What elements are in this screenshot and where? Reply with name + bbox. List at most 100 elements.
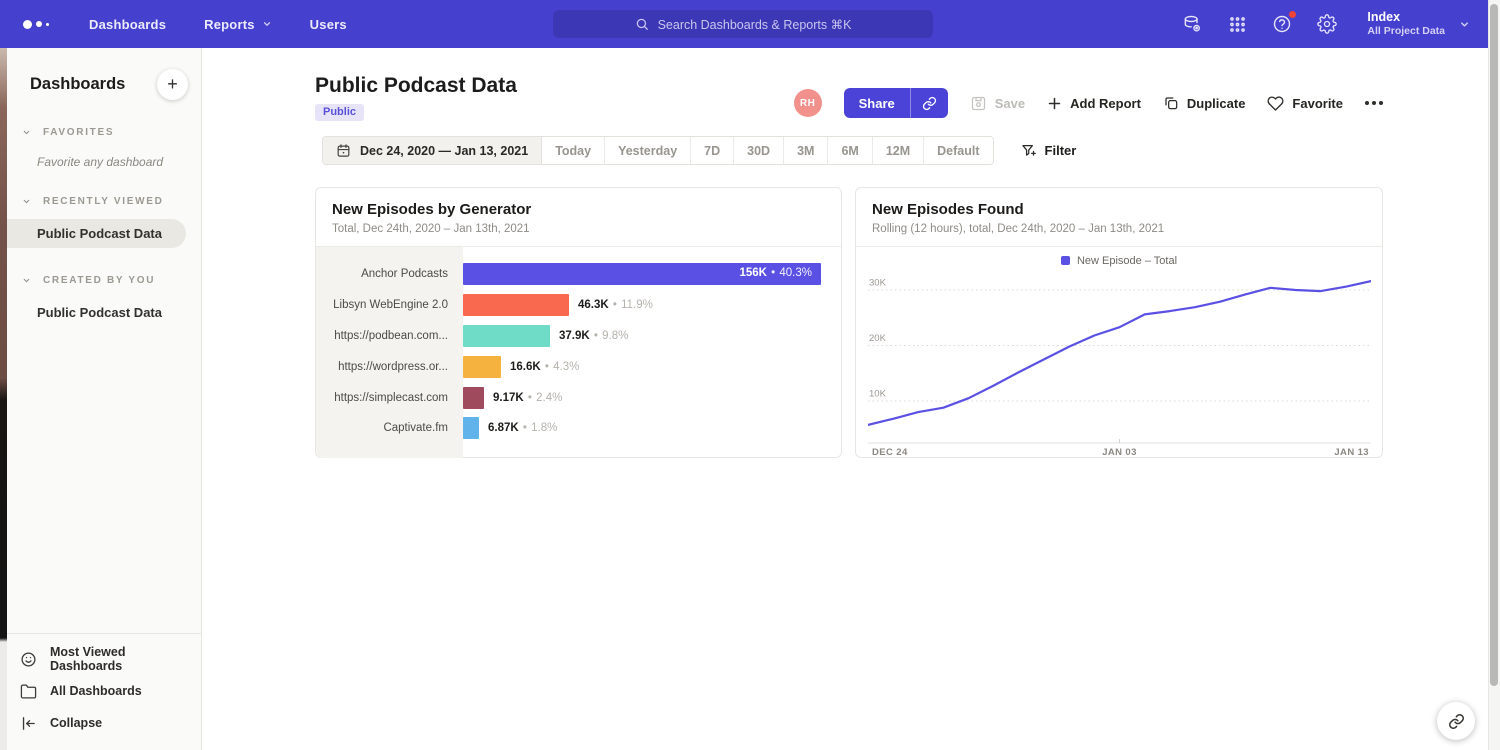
date-preset-3m[interactable]: 3M [784,137,828,164]
date-preset-yesterday[interactable]: Yesterday [605,137,691,164]
bar-category-label: https://podbean.com... [316,330,463,342]
date-filter-row: Dec 24, 2020 — Jan 13, 2021 TodayYesterd… [322,136,1076,165]
collapse-sidebar-button[interactable]: Collapse [7,707,201,739]
avatar[interactable]: RH [794,89,822,117]
chart-subtitle: Total, Dec 24th, 2020 – Jan 13th, 2021 [332,223,825,235]
section-header-recently-viewed[interactable]: RECENTLY VIEWED [7,196,201,207]
chevron-down-icon [22,128,31,137]
card-new-episodes-found: New Episodes Found Rolling (12 hours), t… [855,187,1383,458]
sidebar-item-public-podcast-data[interactable]: Public Podcast Data [7,298,186,327]
line-chart-svg: 10K20K30K [868,273,1371,444]
date-preset-7d[interactable]: 7D [691,137,734,164]
page-title: Public Podcast Data [315,74,517,98]
bar-segment[interactable] [463,356,501,378]
chart-legend: New Episode – Total [856,247,1382,266]
sidebar-section-favorites: FAVORITES Favorite any dashboard [7,127,201,169]
add-dashboard-button[interactable]: + [157,69,188,100]
chart-title: New Episodes Found [872,201,1366,218]
page-scrollbar[interactable] [1488,0,1500,750]
y-tick-label: 20K [869,333,887,344]
nav-item-label: Users [310,17,347,32]
bar-category-label: https://simplecast.com [316,392,463,404]
background-window-strip [0,48,7,750]
footer-item-label: Collapse [50,716,102,730]
chart-subtitle: Rolling (12 hours), total, Dec 24th, 202… [872,223,1366,235]
y-tick-label: 30K [869,278,887,289]
scrollbar-thumb[interactable] [1490,4,1498,686]
chevron-down-icon [1459,19,1470,30]
most-viewed-dashboards-button[interactable]: Most Viewed Dashboards [7,643,201,675]
sidebar-item-public-podcast-data[interactable]: Public Podcast Data [7,219,186,248]
bar-segment[interactable] [463,325,550,347]
bar-category-label: Libsyn WebEngine 2.0 [316,299,463,311]
more-options-button[interactable] [1365,97,1383,109]
bar-track: 9.17K • 2.4% [463,387,841,409]
filter-funnel-icon [1021,143,1037,159]
sidebar-section-created-by-you: CREATED BY YOU Public Podcast Data [7,275,201,327]
sidebar-title: Dashboards [30,75,125,94]
link-icon [922,96,937,111]
share-link-button[interactable] [911,88,948,118]
share-button[interactable]: Share [844,88,910,118]
bar-value-label: 46.3K • 11.9% [578,299,653,311]
date-preset-30d[interactable]: 30D [734,137,784,164]
favorite-button[interactable]: Favorite [1267,95,1343,112]
duplicate-label: Duplicate [1187,96,1246,111]
date-preset-today[interactable]: Today [542,137,605,164]
favorite-label: Favorite [1292,96,1343,111]
bar-segment[interactable] [463,294,569,316]
date-range-control: Dec 24, 2020 — Jan 13, 2021 TodayYesterd… [322,136,994,165]
duplicate-button[interactable]: Duplicate [1163,95,1246,111]
date-preset-12m[interactable]: 12M [873,137,924,164]
date-range-button[interactable]: Dec 24, 2020 — Jan 13, 2021 [323,137,542,164]
legend-swatch [1061,256,1070,265]
chart-title: New Episodes by Generator [332,201,825,218]
add-report-button[interactable]: Add Report [1047,96,1141,111]
data-sources-icon[interactable] [1181,13,1203,35]
section-label: FAVORITES [43,127,114,138]
dashboard-actions: RH Share Save Add Report Duplicate Favor… [794,88,1383,118]
date-presets: TodayYesterday7D30D3M6M12MDefault [542,137,992,164]
nav-item-users[interactable]: Users [291,0,366,48]
bar-segment[interactable] [463,417,479,439]
all-dashboards-button[interactable]: All Dashboards [7,675,201,707]
x-tick-label: JAN 03 [1102,447,1137,458]
help-icon[interactable] [1271,13,1293,35]
section-header-created-by-you[interactable]: CREATED BY YOU [7,275,201,286]
settings-gear-icon[interactable] [1316,13,1338,35]
nav-item-label: Reports [204,17,255,32]
app-logo-icon[interactable] [23,20,49,29]
collapse-icon [20,715,37,732]
nav-item-label: Dashboards [89,17,166,32]
section-header-favorites[interactable]: FAVORITES [7,127,201,138]
bar-segment[interactable] [463,387,484,409]
nav-item-dashboards[interactable]: Dashboards [70,0,185,48]
notification-badge [1288,10,1297,19]
bar-category-label: Anchor Podcasts [316,268,463,280]
nav-item-reports[interactable]: Reports [185,0,291,48]
apps-grid-icon[interactable] [1226,13,1248,35]
line-chart-plot: 10K20K30K DEC 24 JAN 03 JAN 13 [868,273,1371,457]
search-input[interactable]: Search Dashboards & Reports ⌘K [553,10,933,38]
save-button[interactable]: Save [970,95,1025,112]
filter-button[interactable]: Filter [1021,143,1077,159]
x-tick-label: JAN 13 [1334,447,1369,458]
date-preset-default[interactable]: Default [924,137,992,164]
chevron-down-icon [22,276,31,285]
line-series-new-episode-total[interactable] [868,281,1371,425]
section-label: RECENTLY VIEWED [43,196,164,207]
share-link-fab[interactable] [1437,702,1475,740]
workspace-name: Index [1367,10,1445,25]
save-label: Save [995,96,1025,111]
save-icon [970,95,987,112]
bar-category-label: https://wordpress.or... [316,361,463,373]
bar-segment[interactable]: 156K • 40.3% [463,263,821,285]
sidebar-footer: Most Viewed Dashboards All Dashboards Co… [7,633,201,750]
sidebar-section-recently-viewed: RECENTLY VIEWED Public Podcast Data [7,196,201,248]
date-preset-6m[interactable]: 6M [828,137,872,164]
bar-row: Libsyn WebEngine 2.0 46.3K • 11.9% [316,290,841,321]
horizontal-bar-chart: Anchor Podcasts156K • 40.3% Libsyn WebEng… [316,247,841,458]
bar-row: https://podbean.com...37.9K • 9.8% [316,321,841,352]
workspace-switcher[interactable]: Index All Project Data [1367,10,1470,38]
heart-icon [1267,95,1284,112]
